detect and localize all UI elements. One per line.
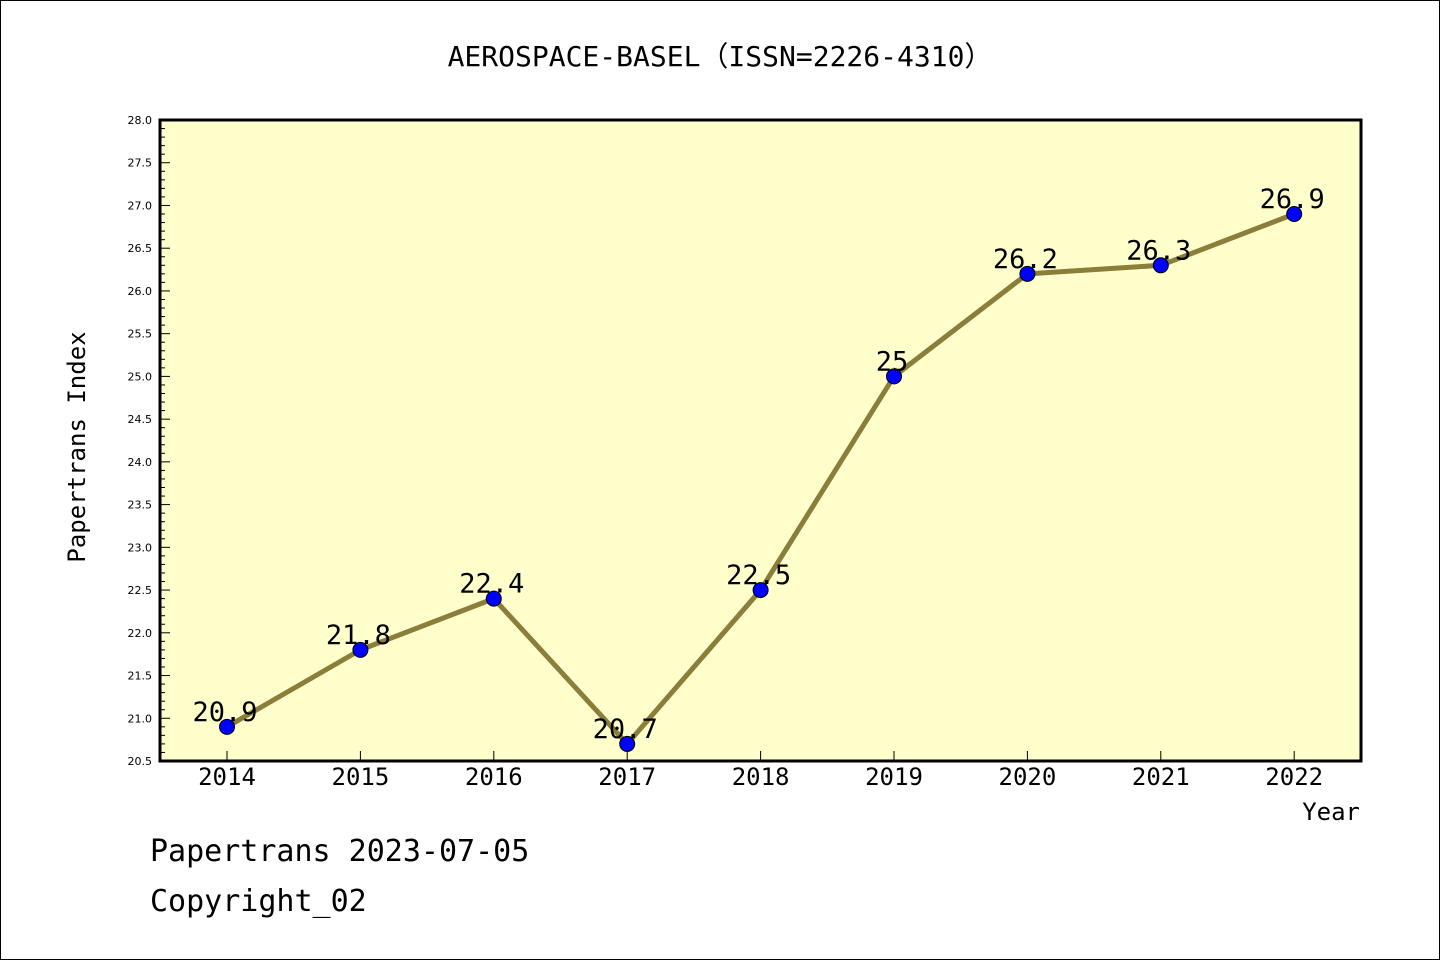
x-tick-label: 2017 — [598, 763, 656, 791]
data-point-marker — [752, 582, 769, 599]
x-tick-label: 2022 — [1265, 763, 1323, 791]
footer-copyright-line: Copyright_02 — [150, 884, 367, 919]
y-axis: 20.5 21.0 21.5 22.0 22.5 23.0 23.5 24.0 24.5 25.0… — [128, 114, 170, 768]
y-tick-label: 24.0 — [128, 456, 153, 469]
x-axis: 2014 2015 2016 2017 2018 2019 2020 2021 2022 — [198, 751, 1323, 791]
data-point-marker — [1019, 265, 1036, 282]
plot-area — [160, 120, 1361, 761]
x-tick-label: 2019 — [865, 763, 923, 791]
y-tick-label: 26.0 — [128, 285, 153, 298]
data-point-marker — [619, 735, 636, 752]
x-tick-label: 2016 — [465, 763, 523, 791]
y-tick-label: 22.0 — [128, 627, 153, 640]
x-tick-label: 2021 — [1132, 763, 1190, 791]
data-point-marker — [352, 641, 369, 658]
data-point-marker — [886, 368, 902, 385]
y-tick-label: 27.5 — [128, 157, 153, 170]
data-label: 20.7 — [593, 714, 658, 745]
x-tick-label: 2015 — [332, 763, 390, 791]
x-axis-label: Year — [1302, 798, 1360, 826]
y-tick-label: 24.5 — [128, 413, 153, 426]
y-tick-label: 21.0 — [128, 712, 153, 725]
y-tick-label: 23.5 — [128, 499, 153, 512]
data-point-marker — [1286, 206, 1303, 223]
data-point-marker — [219, 718, 235, 735]
data-label: 26.2 — [993, 244, 1058, 275]
plot-border — [158, 118, 1363, 763]
y-tick-label: 28.0 — [128, 114, 153, 127]
data-label: 26.3 — [1126, 235, 1191, 266]
y-tick-label: 25.0 — [128, 370, 153, 383]
data-label: 26.9 — [1260, 184, 1325, 215]
data-label: 22.4 — [459, 569, 524, 600]
y-tick-label: 23.0 — [128, 541, 153, 554]
x-tick-label: 2020 — [999, 763, 1057, 791]
data-point-marker — [1152, 257, 1169, 274]
x-tick-label: 2014 — [198, 763, 256, 791]
footer-date-line: Papertrans 2023-07-05 — [150, 834, 530, 869]
y-axis-label: Papertrans Index — [63, 331, 91, 562]
data-point-marker — [485, 590, 502, 607]
y-tick-label: 20.5 — [128, 755, 153, 768]
data-label: 21.8 — [326, 620, 391, 651]
y-tick-label: 27.0 — [128, 199, 153, 212]
chart-title: AEROSPACE-BASEL（ISSN=2226-4310） — [448, 40, 993, 73]
data-label-group: 20.9 21.8 22.4 20.7 22.5 25 26.2 26.3 26.9 — [192, 184, 1324, 745]
data-label: 22.5 — [726, 560, 791, 591]
data-label: 20.9 — [192, 697, 257, 728]
data-label: 25 — [876, 346, 909, 377]
series-line-group — [219, 206, 1303, 752]
y-tick-label: 25.5 — [128, 328, 153, 341]
y-tick-label: 21.5 — [128, 670, 153, 683]
y-tick-label: 22.5 — [128, 584, 153, 597]
y-tick-label: 26.5 — [128, 242, 153, 255]
x-tick-label: 2018 — [732, 763, 790, 791]
